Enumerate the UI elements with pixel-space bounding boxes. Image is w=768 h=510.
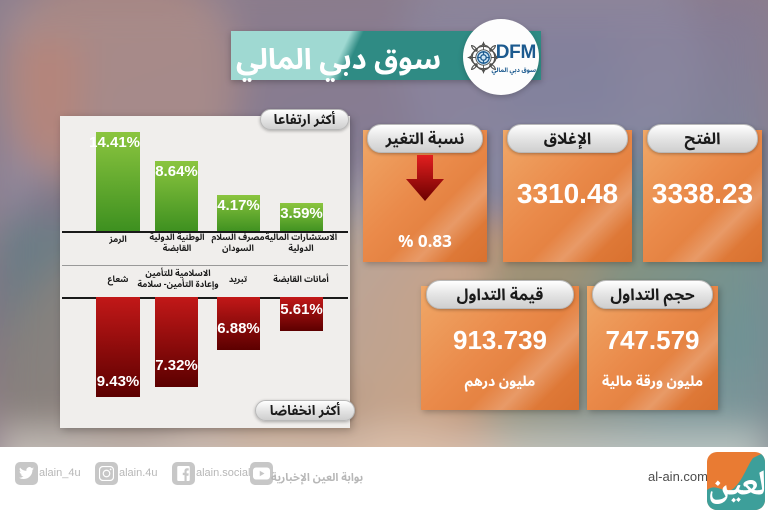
svg-text:لعين: لعين	[708, 457, 765, 510]
